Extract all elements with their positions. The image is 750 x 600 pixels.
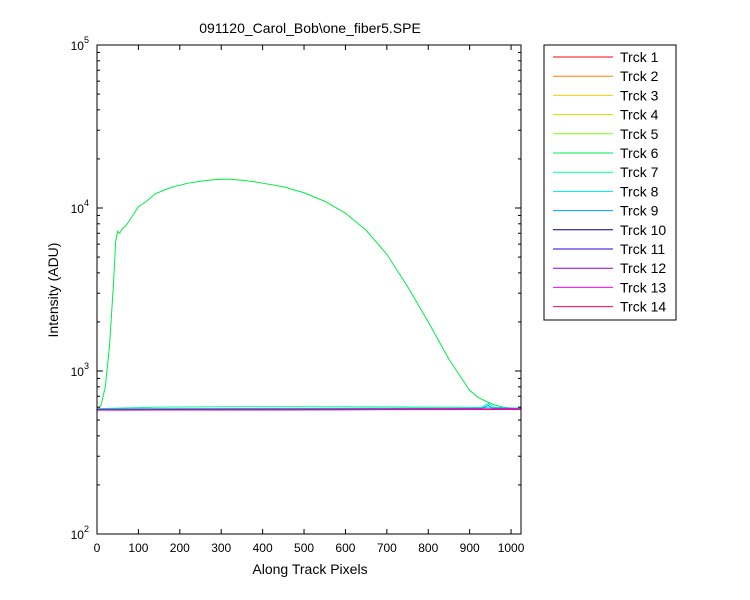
legend-label-3: Trck 3 bbox=[620, 87, 659, 103]
legend-box bbox=[543, 44, 677, 321]
legend-label-14: Trck 14 bbox=[620, 299, 666, 315]
legend-label-13: Trck 13 bbox=[620, 279, 666, 295]
x-tick-label: 0 bbox=[94, 541, 101, 555]
legend-label-4: Trck 4 bbox=[620, 107, 659, 123]
legend-label-2: Trck 2 bbox=[620, 68, 659, 84]
legend-label-10: Trck 10 bbox=[620, 222, 666, 238]
legend-label-7: Trck 7 bbox=[620, 164, 659, 180]
legend-label-9: Trck 9 bbox=[620, 203, 659, 219]
y-axis-label: Intensity (ADU) bbox=[45, 243, 61, 338]
y-tick-label: 105 bbox=[71, 35, 89, 53]
legend-label-8: Trck 8 bbox=[620, 183, 659, 199]
x-tick-label: 800 bbox=[418, 541, 438, 555]
x-tick-label: 1000 bbox=[498, 541, 525, 555]
x-tick-label: 200 bbox=[170, 541, 190, 555]
x-tick-label: 700 bbox=[377, 541, 397, 555]
series-line-7 bbox=[96, 406, 522, 410]
x-tick-label: 900 bbox=[460, 541, 480, 555]
legend-label-11: Trck 11 bbox=[620, 241, 665, 257]
series-layer bbox=[96, 178, 522, 412]
legend-label-5: Trck 5 bbox=[620, 126, 659, 142]
legend-label-1: Trck 1 bbox=[620, 49, 659, 65]
x-axis-label: Along Track Pixels bbox=[252, 561, 367, 577]
series-line-6 bbox=[96, 178, 522, 412]
legend-label-12: Trck 12 bbox=[620, 260, 666, 276]
y-tick-label: 104 bbox=[71, 198, 89, 216]
plot-frame bbox=[96, 44, 522, 535]
series-line-9 bbox=[96, 404, 522, 410]
x-tick-label: 400 bbox=[253, 541, 273, 555]
legend: Trck 1 Trck 2 Trck 3 Trck 4 Trck 5 Trck 6 Trck… bbox=[543, 44, 677, 321]
x-tick-label: 300 bbox=[211, 541, 231, 555]
plot-area bbox=[97, 45, 521, 534]
y-tick-label: 103 bbox=[71, 361, 89, 379]
x-tick-label: 100 bbox=[128, 541, 148, 555]
ticks-layer: 0 100 200 300 400 500 600 700 800 900 1000 102 103 10… bbox=[71, 35, 525, 555]
x-tick-label: 600 bbox=[335, 541, 355, 555]
chart-title: 091120_Carol_Bob\one_fiber5.SPE bbox=[199, 20, 421, 36]
y-tick-label: 102 bbox=[71, 524, 89, 542]
series-line-14 bbox=[96, 408, 522, 411]
legend-label-6: Trck 6 bbox=[620, 145, 659, 161]
x-tick-label: 500 bbox=[294, 541, 314, 555]
